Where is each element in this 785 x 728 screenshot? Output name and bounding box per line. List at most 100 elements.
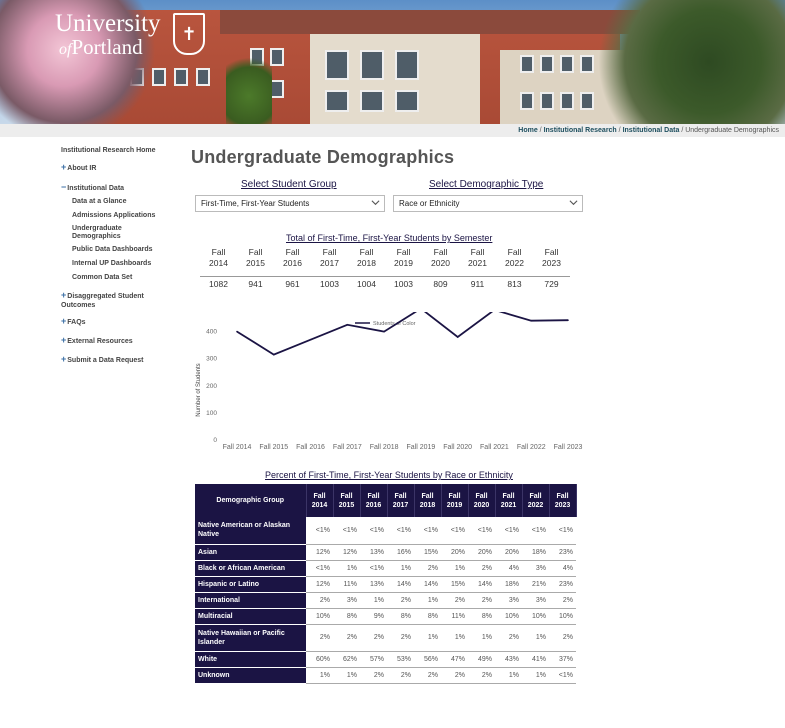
data-point [530, 319, 533, 322]
percent-cell: <1% [360, 517, 387, 545]
totals-term-header: Fall 2015 [246, 247, 265, 268]
totals-term-header: Fall 2019 [394, 247, 413, 268]
sidebar-subitem-data-at-a-glance[interactable]: Data at a Glance [72, 198, 127, 205]
chevron-down-icon [371, 200, 380, 206]
percent-cell: 47% [441, 651, 468, 668]
percent-cell: 2% [414, 667, 441, 684]
demographic-group-cell: Native Hawaiian or Pacific Islander [195, 624, 306, 652]
table-row: Multiracial 10% 8% 9% 8% 8% 11% 8% 10% 10% 10% [195, 608, 576, 625]
sidebar-item-faqs[interactable]: +FAQs [61, 316, 181, 328]
x-tick-label: Fall 2015 [259, 444, 288, 451]
student-group-select[interactable]: First-Time, First-Year Students [195, 195, 385, 212]
sidebar-item-label: FAQs [67, 319, 86, 326]
totals-divider [200, 276, 570, 277]
sidebar-subitem-undergraduate-demographics[interactable]: Undergraduate Demographics [72, 225, 122, 240]
percent-cell: <1% [495, 517, 522, 545]
demographic-group-cell: Native American or Alaskan Native [195, 517, 306, 545]
building-window [325, 90, 349, 112]
header-banner: University ofPortland ✝ [0, 0, 785, 124]
percent-cell: 2% [414, 560, 441, 577]
percent-cell: 4% [549, 560, 576, 577]
percent-cell: 56% [414, 651, 441, 668]
sidebar-item-disaggregated-outcomes[interactable]: +Disaggregated Student Outcomes [61, 291, 156, 310]
page-title: Undergraduate Demographics [191, 147, 455, 167]
demographic-group-cell: Hispanic or Latino [195, 576, 306, 593]
breadcrumb-institutional-research[interactable]: Institutional Research [543, 127, 617, 134]
column-header-year: Fall 2023 [549, 484, 577, 517]
percent-cell: <1% [468, 517, 495, 545]
percent-cell: <1% [441, 517, 468, 545]
series-line-students-of-color [236, 312, 569, 356]
percent-cell: 57% [360, 651, 387, 668]
logo-word-university: University [55, 10, 161, 37]
breadcrumb-separator: / [681, 127, 684, 134]
data-point [309, 338, 312, 341]
percent-cell: 3% [522, 592, 549, 609]
column-header-year: Fall 2022 [522, 484, 550, 517]
percent-cell: 3% [495, 592, 522, 609]
percent-cell: <1% [522, 517, 549, 545]
sidebar-item-institutional-data[interactable]: −Institutional Data [61, 182, 181, 194]
percent-cell: 10% [549, 608, 576, 625]
demographic-type-select[interactable]: Race or Ethnicity [393, 195, 583, 212]
totals-value: 961 [285, 279, 300, 289]
percent-cell: 2% [306, 592, 333, 609]
totals-value: 1003 [394, 279, 413, 289]
percent-cell: 53% [387, 651, 414, 668]
breadcrumb-home[interactable]: Home [518, 127, 538, 134]
plus-icon: + [61, 290, 67, 300]
sidebar-subitem-internal-up-dashboards[interactable]: Internal UP Dashboards [72, 260, 152, 267]
sidebar-item-home[interactable]: Institutional Research Home [61, 147, 156, 154]
breadcrumb-institutional-data[interactable]: Institutional Data [622, 127, 680, 134]
percent-cell: <1% [549, 517, 576, 545]
evergreen-tree [595, 0, 785, 124]
sidebar-item-submit-request[interactable]: +Submit a Data Request [61, 354, 181, 366]
x-tick-label: Fall 2020 [443, 444, 472, 451]
totals-value: 1003 [320, 279, 339, 289]
column-header-year: Fall 2018 [414, 484, 442, 517]
student-group-value: First-Time, First-Year Students [201, 199, 310, 208]
sidebar-item-about[interactable]: +About IR [61, 162, 181, 174]
x-tick-label: Fall 2019 [406, 444, 435, 451]
totals-term-header: Fall 2023 [542, 247, 561, 268]
sidebar-subitem-admissions-applications[interactable]: Admissions Applications [72, 212, 156, 219]
sidebar-item-label: Disaggregated Student Outcomes [61, 293, 144, 309]
building-window [540, 55, 554, 73]
percent-cell: 62% [333, 651, 360, 668]
y-tick-label: 400 [206, 329, 217, 336]
percent-cell: 8% [387, 608, 414, 625]
sidebar-subitem-public-data-dashboards[interactable]: Public Data Dashboards [72, 246, 153, 253]
totals-value: 911 [470, 279, 485, 289]
demographic-group-cell: Black or African American [195, 560, 306, 577]
percent-cell: 2% [468, 667, 495, 684]
column-header-year: Fall 2017 [387, 484, 415, 517]
breadcrumb-separator: / [618, 127, 621, 134]
x-tick-label: Fall 2016 [296, 444, 325, 451]
table-row: Asian 12% 12% 13% 16% 15% 20% 20% 20% 18% 23% [195, 544, 576, 561]
race-table-title: Percent of First-Time, First-Year Studen… [265, 470, 513, 480]
logo-word-portland-text: Portland [71, 35, 143, 59]
percent-cell: 18% [522, 544, 549, 561]
totals-value: 809 [433, 279, 448, 289]
percent-cell: 12% [306, 544, 333, 561]
column-header-year: Fall 2014 [306, 484, 334, 517]
university-logo[interactable]: University ofPortland [55, 10, 161, 61]
building-window [325, 50, 349, 80]
y-tick-label: 300 [206, 356, 217, 363]
sidebar-item-label: External Resources [67, 338, 133, 345]
percent-cell: 1% [522, 624, 549, 652]
demographic-type-label: Select Demographic Type [429, 179, 544, 190]
percent-cell: 14% [468, 576, 495, 593]
percent-cell: 8% [333, 608, 360, 625]
x-tick-label: Fall 2023 [554, 444, 583, 451]
column-header-year: Fall 2020 [468, 484, 496, 517]
percent-cell: 14% [414, 576, 441, 593]
percent-cell: 3% [522, 560, 549, 577]
percent-cell: 2% [468, 560, 495, 577]
totals-term-header: Fall 2016 [283, 247, 302, 268]
logo-word-portland: ofPortland [55, 36, 161, 61]
totals-term-header: Fall 2014 [209, 247, 228, 268]
table-row: White 60% 62% 57% 53% 56% 47% 49% 43% 41% 37% [195, 651, 576, 668]
sidebar-item-external-resources[interactable]: +External Resources [61, 335, 181, 347]
sidebar-subitem-common-data-set[interactable]: Common Data Set [72, 274, 133, 281]
